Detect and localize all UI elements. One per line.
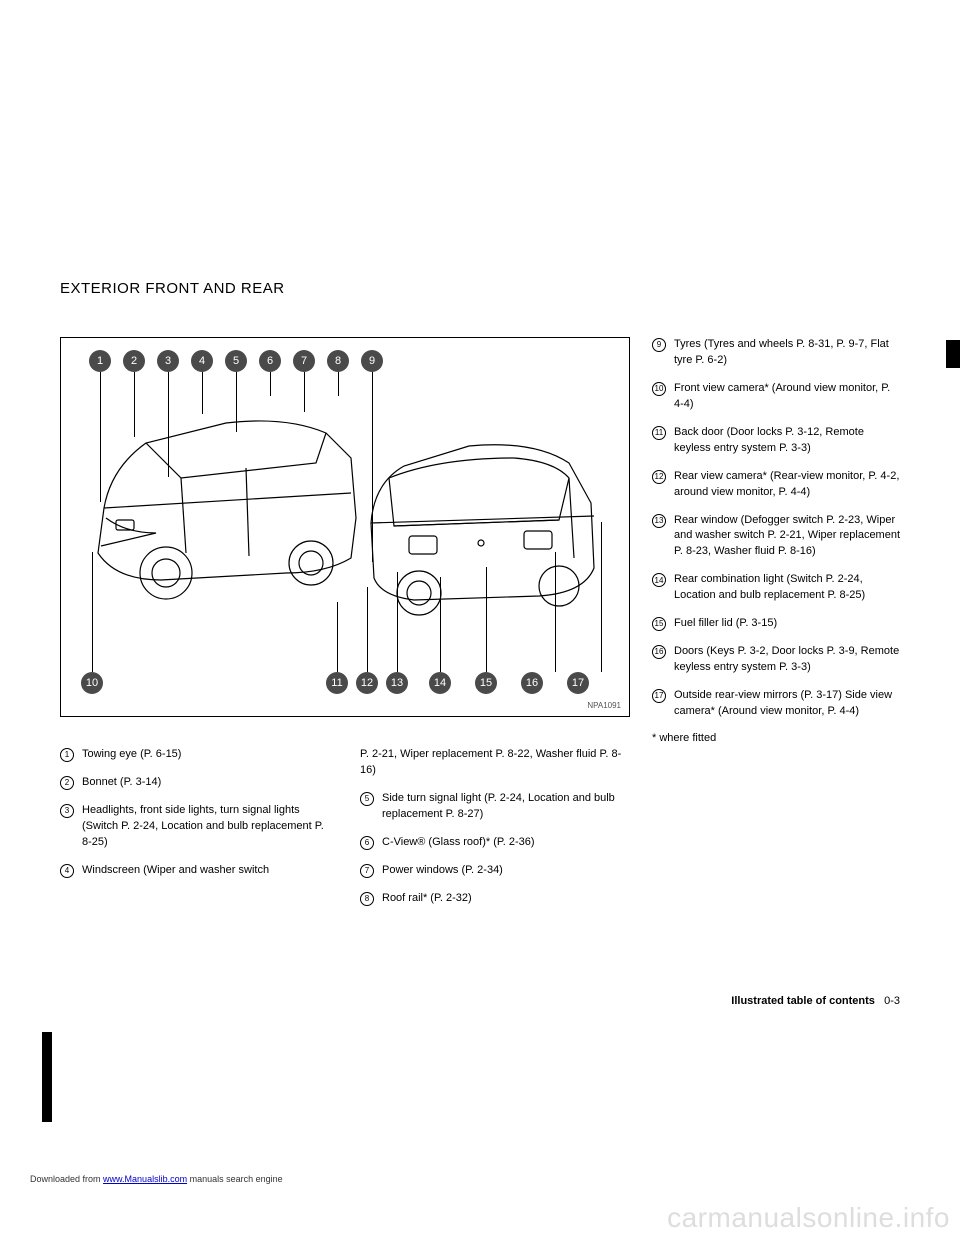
list-item: 2 Bonnet (P. 3-14)	[60, 775, 330, 791]
list-item: 7 Power windows (P. 2-34)	[360, 863, 630, 879]
list-item: 17 Outside rear-view mirrors (P. 3-17) S…	[652, 688, 900, 720]
watermark: carmanualsonline.info	[667, 1202, 950, 1234]
callout-4: 4	[191, 350, 213, 372]
main-area: 1 2 3 4 5 6 7 8 9	[60, 337, 900, 919]
item-number: 1	[60, 748, 74, 762]
list-item: 3 Headlights, front side lights, turn si…	[60, 803, 330, 851]
left-area: 1 2 3 4 5 6 7 8 9	[60, 337, 630, 919]
page-tab-right	[946, 340, 960, 368]
right-column: 9 Tyres (Tyres and wheels P. 8-31, P. 9-…	[652, 337, 900, 919]
callout-7: 7	[293, 350, 315, 372]
item-number: 9	[652, 338, 666, 352]
item-number: 17	[652, 689, 666, 703]
callout-12: 12	[356, 672, 378, 694]
item-number: 8	[360, 892, 374, 906]
callout-5: 5	[225, 350, 247, 372]
item-number: 15	[652, 617, 666, 631]
item-text: Side turn signal light (P. 2-24, Locatio…	[382, 791, 630, 823]
download-note: Downloaded from www.Manualslib.com manua…	[30, 1174, 283, 1184]
callout-row-top: 1 2 3 4 5 6 7 8 9	[89, 350, 383, 372]
item-list-middle: 5 Side turn signal light (P. 2-24, Locat…	[360, 791, 630, 907]
columns-below-figure: 1 Towing eye (P. 6-15) 2 Bonnet (P. 3-14…	[60, 747, 630, 919]
download-prefix: Downloaded from	[30, 1174, 103, 1184]
item-text: Roof rail* (P. 2-32)	[382, 891, 630, 907]
page-tab-left	[42, 1032, 52, 1122]
continuation-text: P. 2-21, Wiper replacement P. 8-22, Wash…	[360, 747, 630, 779]
callout-row-bottom-right: 14 15 16 17	[429, 672, 589, 694]
list-item: 5 Side turn signal light (P. 2-24, Locat…	[360, 791, 630, 823]
callout-2: 2	[123, 350, 145, 372]
item-text: Rear window (Defogger switch P. 2-23, Wi…	[674, 513, 900, 561]
item-number: 14	[652, 573, 666, 587]
item-number: 3	[60, 804, 74, 818]
item-text: Towing eye (P. 6-15)	[82, 747, 330, 763]
callout-10: 10	[81, 672, 103, 694]
item-list-right: 9 Tyres (Tyres and wheels P. 8-31, P. 9-…	[652, 337, 900, 720]
item-number: 10	[652, 382, 666, 396]
vehicle-rear-illustration	[359, 428, 604, 628]
item-text: C-View® (Glass roof)* (P. 2-36)	[382, 835, 630, 851]
download-suffix: manuals search engine	[187, 1174, 283, 1184]
callout-14: 14	[429, 672, 451, 694]
item-text: Outside rear-view mirrors (P. 3-17) Side…	[674, 688, 900, 720]
list-item: 11 Back door (Door locks P. 3-12, Remote…	[652, 425, 900, 457]
item-text: Power windows (P. 2-34)	[382, 863, 630, 879]
callout-13: 13	[386, 672, 408, 694]
footnote: * where fitted	[652, 732, 900, 744]
callout-1: 1	[89, 350, 111, 372]
item-text: Tyres (Tyres and wheels P. 8-31, P. 9-7,…	[674, 337, 900, 369]
callout-3: 3	[157, 350, 179, 372]
callout-6: 6	[259, 350, 281, 372]
callout-8: 8	[327, 350, 349, 372]
footer-section: Illustrated table of contents	[731, 995, 875, 1007]
callout-11: 11	[326, 672, 348, 694]
callout-16: 16	[521, 672, 543, 694]
item-number: 6	[360, 836, 374, 850]
exterior-figure: 1 2 3 4 5 6 7 8 9	[60, 337, 630, 717]
item-text: Doors (Keys P. 3-2, Door locks P. 3-9, R…	[674, 644, 900, 676]
item-list-left: 1 Towing eye (P. 6-15) 2 Bonnet (P. 3-14…	[60, 747, 330, 879]
item-number: 2	[60, 776, 74, 790]
footer-page: 0-3	[884, 995, 900, 1007]
page-footer: Illustrated table of contents 0-3	[731, 995, 900, 1007]
section-title: EXTERIOR FRONT AND REAR	[60, 280, 900, 297]
list-item: 14 Rear combination light (Switch P. 2-2…	[652, 572, 900, 604]
item-text: Back door (Door locks P. 3-12, Remote ke…	[674, 425, 900, 457]
list-item: 4 Windscreen (Wiper and washer switch	[60, 863, 330, 879]
item-number: 5	[360, 792, 374, 806]
item-number: 12	[652, 470, 666, 484]
callout-17: 17	[567, 672, 589, 694]
col-middle: P. 2-21, Wiper replacement P. 8-22, Wash…	[360, 747, 630, 919]
callout-row-bottom-left: 10	[81, 672, 103, 694]
list-item: 13 Rear window (Defogger switch P. 2-23,…	[652, 513, 900, 561]
item-text: Bonnet (P. 3-14)	[82, 775, 330, 791]
list-item: 9 Tyres (Tyres and wheels P. 8-31, P. 9-…	[652, 337, 900, 369]
list-item: 8 Roof rail* (P. 2-32)	[360, 891, 630, 907]
callout-9: 9	[361, 350, 383, 372]
item-text: Headlights, front side lights, turn sign…	[82, 803, 330, 851]
item-text: Fuel filler lid (P. 3-15)	[674, 616, 900, 632]
item-text: Rear view camera* (Rear-view monitor, P.…	[674, 469, 900, 501]
item-number: 4	[60, 864, 74, 878]
download-link[interactable]: www.Manualslib.com	[103, 1174, 187, 1184]
list-item: 6 C-View® (Glass roof)* (P. 2-36)	[360, 835, 630, 851]
item-number: 16	[652, 645, 666, 659]
list-item: 12 Rear view camera* (Rear-view monitor,…	[652, 469, 900, 501]
vehicle-front-illustration	[86, 388, 366, 618]
item-text: Rear combination light (Switch P. 2-24, …	[674, 572, 900, 604]
item-text: Windscreen (Wiper and washer switch	[82, 863, 330, 879]
page-content: EXTERIOR FRONT AND REAR 1 2 3 4 5 6 7 8 …	[0, 0, 960, 919]
callout-15: 15	[475, 672, 497, 694]
list-item: 15 Fuel filler lid (P. 3-15)	[652, 616, 900, 632]
item-number: 13	[652, 514, 666, 528]
col-left: 1 Towing eye (P. 6-15) 2 Bonnet (P. 3-14…	[60, 747, 330, 919]
figure-code: NPA1091	[587, 701, 621, 710]
callout-row-bottom-center: 11 12 13	[326, 672, 408, 694]
item-number: 11	[652, 426, 666, 440]
list-item: 10 Front view camera* (Around view monit…	[652, 381, 900, 413]
item-number: 7	[360, 864, 374, 878]
list-item: 16 Doors (Keys P. 3-2, Door locks P. 3-9…	[652, 644, 900, 676]
list-item: 1 Towing eye (P. 6-15)	[60, 747, 330, 763]
item-text: Front view camera* (Around view monitor,…	[674, 381, 900, 413]
